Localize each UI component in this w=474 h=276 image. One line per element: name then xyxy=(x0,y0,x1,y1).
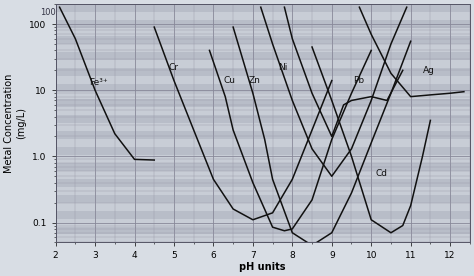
X-axis label: pH units: pH units xyxy=(239,262,286,272)
Bar xyxy=(55,44,470,52)
Bar xyxy=(55,203,470,211)
Text: Cr: Cr xyxy=(168,63,178,72)
Bar xyxy=(55,123,470,131)
Bar xyxy=(55,20,470,28)
Bar xyxy=(55,28,470,36)
Text: Pb: Pb xyxy=(354,76,365,85)
Bar xyxy=(55,211,470,219)
Text: Fe³⁺: Fe³⁺ xyxy=(89,78,108,87)
Bar xyxy=(55,12,470,20)
Text: Zn: Zn xyxy=(249,76,261,85)
Bar xyxy=(55,171,470,179)
Bar xyxy=(55,155,470,163)
Bar xyxy=(55,52,470,60)
Bar xyxy=(55,84,470,92)
Bar xyxy=(55,4,470,12)
Bar xyxy=(55,187,470,195)
Bar xyxy=(55,76,470,84)
Bar xyxy=(55,107,470,115)
Bar xyxy=(55,235,470,242)
Y-axis label: Metal Concentration
(mg/L): Metal Concentration (mg/L) xyxy=(4,74,27,173)
Text: Cu: Cu xyxy=(223,76,235,85)
Bar xyxy=(55,139,470,147)
Text: 100: 100 xyxy=(40,8,55,17)
Bar xyxy=(55,99,470,107)
Text: Ni: Ni xyxy=(279,63,288,72)
Text: Cd: Cd xyxy=(375,169,387,178)
Text: Ag: Ag xyxy=(422,66,434,75)
Bar xyxy=(55,179,470,187)
Bar xyxy=(55,219,470,227)
Bar xyxy=(55,163,470,171)
Bar xyxy=(55,68,470,76)
Bar xyxy=(55,195,470,203)
Bar xyxy=(55,92,470,99)
Bar xyxy=(55,147,470,155)
Bar xyxy=(55,115,470,123)
Bar xyxy=(55,36,470,44)
Bar xyxy=(55,60,470,68)
Bar xyxy=(55,131,470,139)
Bar xyxy=(55,227,470,235)
